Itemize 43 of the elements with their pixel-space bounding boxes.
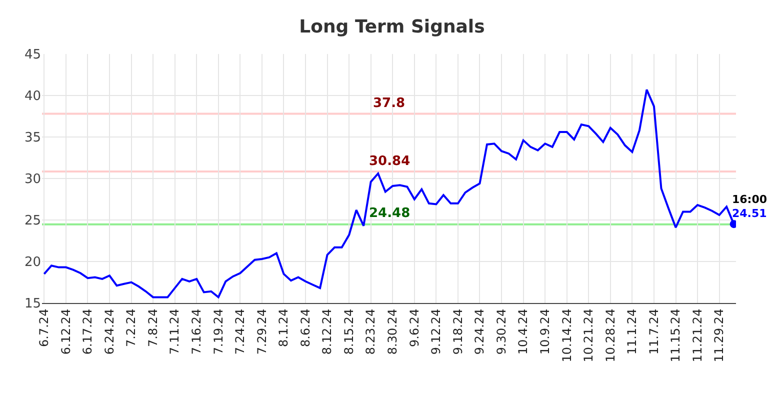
x-tick-label: 10.14.24 [560,308,574,362]
annotation: 16:00 [732,193,768,206]
x-tick-label: 6.17.24 [80,308,95,355]
x-tick-label: 9.18.24 [450,308,465,355]
x-tick-label: 7.29.24 [254,308,269,355]
x-tick-label: 10.28.24 [603,308,618,362]
y-tick-label: 35 [24,130,41,146]
x-tick-label: 11.1.24 [625,308,640,355]
x-tick-label: 6.24.24 [102,308,116,355]
x-tick-label: 10.21.24 [582,308,596,362]
y-tick-label: 40 [24,89,41,104]
y-tick-label: 25 [24,214,41,229]
x-tick-label: 10.4.24 [516,308,530,355]
y-tick-label: 45 [24,48,41,63]
x-tick-label: 10.9.24 [538,308,552,355]
x-tick-label: 11.21.24 [690,308,704,362]
x-tick-label: 7.19.24 [211,308,226,355]
x-tick-label: 9.30.24 [494,308,508,355]
y-tick-label: 30 [24,172,41,188]
x-tick-label: 9.24.24 [472,308,487,355]
x-tick-label: 7.16.24 [190,308,204,355]
x-tick-label: 11.7.24 [646,308,661,355]
x-tick-label: 8.23.24 [364,308,378,355]
x-tick-label: 8.1.24 [276,308,291,347]
annotation: 24.51 [732,207,767,220]
x-tick-label: 8.15.24 [342,308,356,355]
x-tick-label: 7.11.24 [168,308,182,355]
x-tick-label: 8.6.24 [298,308,312,347]
x-tick-label: 8.12.24 [320,308,334,355]
x-tick-label: 11.15.24 [668,308,683,362]
x-tick-label: 9.6.24 [407,308,422,347]
x-tick-label: 8.30.24 [386,308,400,355]
ref-line-label: 24.48 [369,206,410,221]
ref-line-label: 37.8 [373,96,406,111]
chart-title: Long Term Signals [299,16,485,38]
x-tick-label: 7.8.24 [146,308,160,347]
x-tick-label: 9.12.24 [429,308,444,355]
x-tick-label: 6.12.24 [58,308,73,355]
x-tick-label: 11.29.24 [712,308,726,362]
x-tick-label: 7.24.24 [233,308,248,355]
x-tick-label: 7.2.24 [124,308,138,347]
ref-line-label: 30.84 [369,154,410,169]
y-tick-label: 20 [24,255,41,270]
